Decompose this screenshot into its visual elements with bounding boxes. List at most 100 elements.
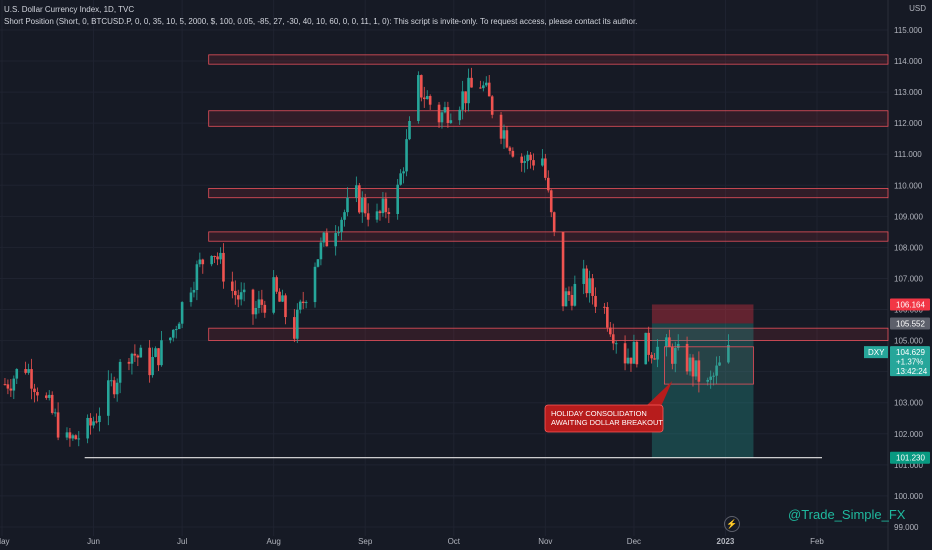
callout-text: AWAITING DOLLAR BREAKOUT xyxy=(551,418,663,427)
axis-unit: USD xyxy=(909,4,926,13)
indicator-legend: Short Position (Short, 0, BTCUSD.P, 0, 0… xyxy=(4,17,638,26)
candle-body xyxy=(355,185,358,198)
candlestick-series xyxy=(3,67,730,447)
candle-body xyxy=(508,147,512,151)
candle-body xyxy=(375,211,379,220)
candle-body xyxy=(346,197,349,213)
callout-pointer xyxy=(645,380,673,411)
candle-body xyxy=(198,259,202,265)
candle-body xyxy=(36,392,39,396)
candle-body xyxy=(216,256,219,260)
candle-body xyxy=(68,432,72,439)
candle-body xyxy=(712,375,715,377)
candle-body xyxy=(603,306,606,308)
candle-body xyxy=(242,289,246,293)
last-change-label: +1.37% xyxy=(896,358,923,367)
y-tick-label: 115.000 xyxy=(894,26,923,35)
candle-body xyxy=(629,357,633,364)
lightning-icon[interactable]: ⚡ xyxy=(724,516,740,532)
candle-body xyxy=(334,232,337,247)
entry-price-label: 105.552 xyxy=(896,319,925,328)
candle-body xyxy=(222,252,225,282)
price-labels: 106.164 105.552 101.230 DXY 104.629+1.37%13:… xyxy=(864,298,930,464)
candle-body xyxy=(420,75,423,98)
y-tick-label: 114.000 xyxy=(894,57,923,66)
author-watermark: @Trade_Simple_FX xyxy=(788,507,906,522)
candle-body xyxy=(263,304,267,313)
candle-body xyxy=(298,301,302,310)
candle-body xyxy=(6,384,10,389)
candle-body xyxy=(322,232,326,243)
target-price-label: 101.230 xyxy=(896,454,925,463)
y-tick-label: 105.000 xyxy=(894,337,923,346)
candle-body xyxy=(115,382,119,395)
candle-body xyxy=(213,255,216,257)
candle-body xyxy=(635,341,639,365)
candle-body xyxy=(136,355,140,358)
candle-body xyxy=(668,337,671,348)
candle-body xyxy=(482,85,485,89)
candle-body xyxy=(295,309,299,339)
candle-body xyxy=(647,332,650,355)
candle-body xyxy=(378,211,382,214)
candle-body xyxy=(3,384,7,386)
time-axis[interactable]: May Jun Jul Aug Sep Oct Nov Dec 2023 Feb xyxy=(0,537,824,546)
candle-body xyxy=(470,77,473,88)
candle-body xyxy=(606,307,609,328)
candle-body xyxy=(254,308,258,315)
candle-body xyxy=(487,82,491,97)
candle-body xyxy=(233,290,237,296)
candle-body xyxy=(464,91,467,104)
x-tick-label: Aug xyxy=(267,537,281,546)
candle-body xyxy=(691,357,695,377)
candle-body xyxy=(130,353,134,364)
candle-body xyxy=(304,302,308,304)
stop-price-label-bg xyxy=(890,298,930,311)
candle-body xyxy=(428,96,432,105)
callout-text: HOLIDAY CONSOLIDATION xyxy=(551,409,647,418)
candle-body xyxy=(665,337,668,347)
candle-body xyxy=(561,231,565,307)
candle-body xyxy=(396,184,399,215)
candle-body xyxy=(384,198,388,213)
candle-body xyxy=(523,161,526,163)
candle-body xyxy=(192,290,196,293)
candle-body xyxy=(33,388,36,393)
candle-body xyxy=(549,190,553,213)
x-tick-label: Dec xyxy=(627,537,641,546)
candle-body xyxy=(189,292,193,303)
candle-body xyxy=(340,219,343,233)
candle-body xyxy=(623,343,627,364)
countdown-label: 13:42:24 xyxy=(896,367,928,376)
candle-body xyxy=(484,82,488,86)
candle-body xyxy=(231,281,234,291)
candle-body xyxy=(139,347,143,358)
candle-body xyxy=(275,277,278,292)
candle-body xyxy=(337,232,340,234)
candle-body xyxy=(71,435,75,439)
candle-body xyxy=(443,107,447,113)
x-tick-label: Jul xyxy=(177,537,187,546)
candle-body xyxy=(505,130,509,148)
candle-body xyxy=(325,232,329,247)
x-tick-label: Sep xyxy=(358,537,373,546)
x-tick-label: 2023 xyxy=(717,537,735,546)
candle-body xyxy=(319,242,323,260)
candle-body xyxy=(422,97,426,100)
candle-body xyxy=(381,198,385,214)
candle-body xyxy=(169,337,172,341)
target-price-label-bg xyxy=(890,451,930,464)
candle-body xyxy=(541,158,544,166)
candle-body xyxy=(236,295,240,300)
candle-body xyxy=(343,212,346,220)
candle-body xyxy=(709,376,712,380)
candle-body xyxy=(50,394,54,413)
candle-body xyxy=(387,212,391,215)
candle-body xyxy=(301,301,305,303)
candle-body xyxy=(656,346,659,360)
candle-body xyxy=(632,341,636,364)
stop-loss-zone xyxy=(651,304,754,324)
candle-body xyxy=(461,91,464,110)
last-price-label: 104.629 xyxy=(896,348,925,357)
